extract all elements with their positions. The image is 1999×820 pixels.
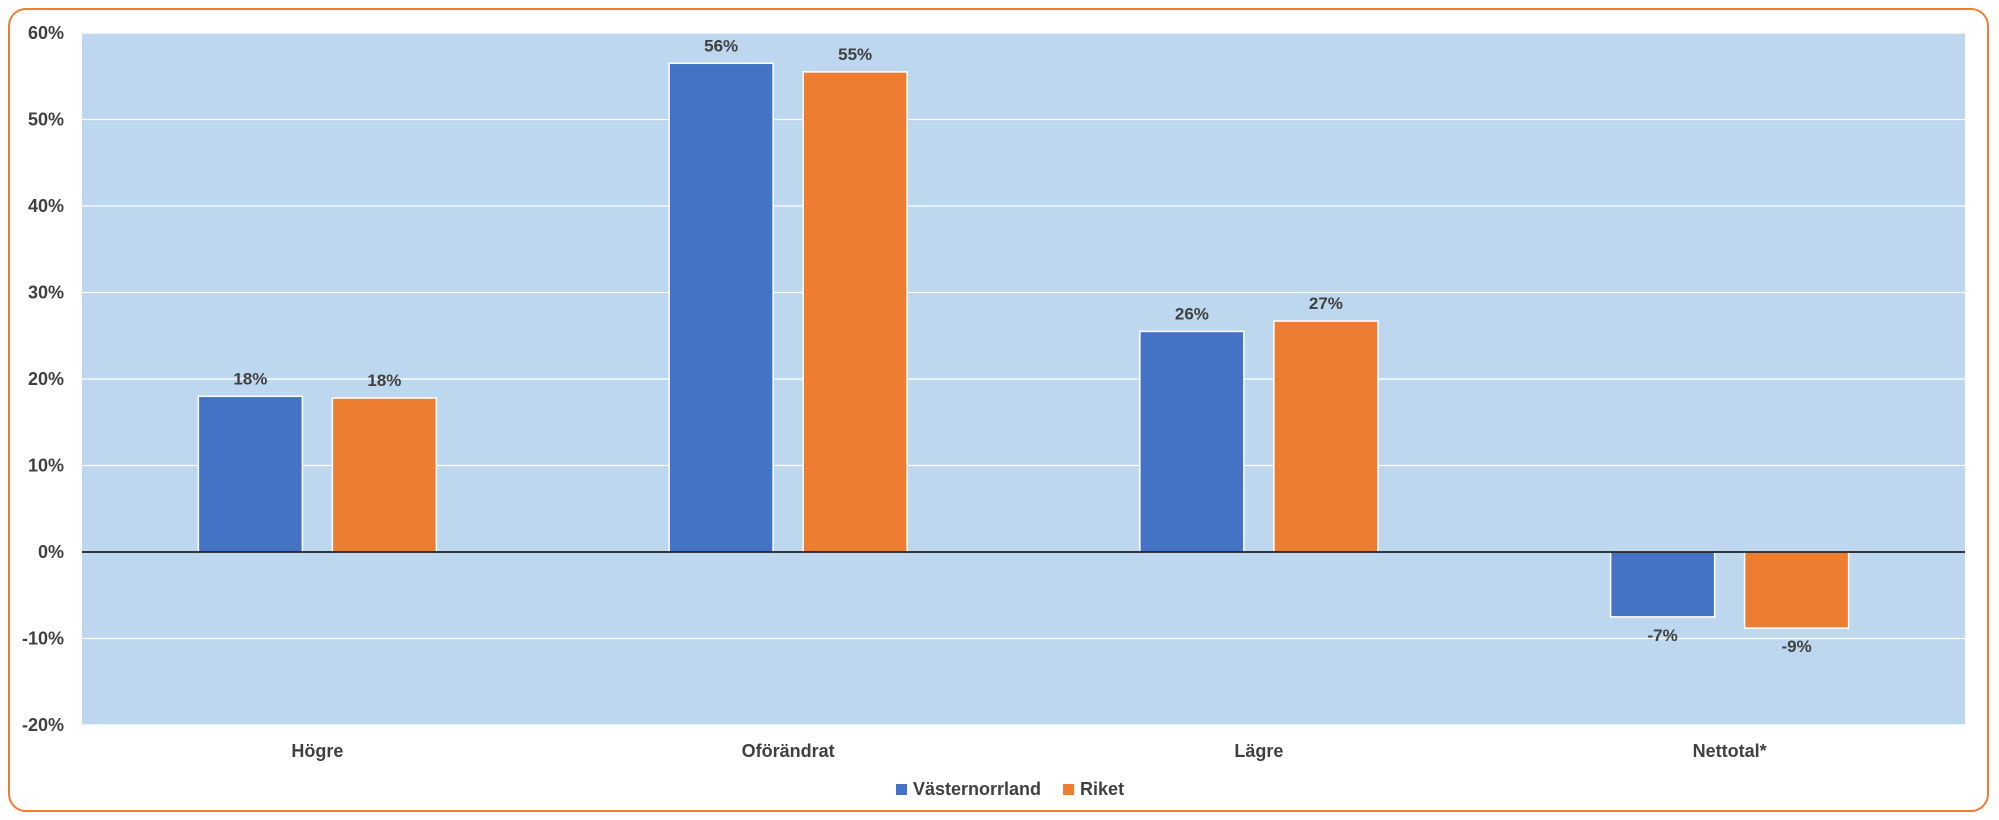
bar — [1743, 551, 1850, 629]
y-tick-label: 20% — [28, 369, 64, 389]
y-tick-label: 0% — [38, 542, 64, 562]
bar — [1139, 330, 1245, 553]
x-category-label: Nettotal* — [1693, 741, 1767, 761]
bar — [668, 62, 774, 553]
y-tick-label: -20% — [22, 715, 64, 735]
y-tick-label: 60% — [28, 23, 64, 43]
x-category-label: Högre — [291, 741, 343, 761]
data-label: -9% — [1782, 637, 1812, 656]
legend-label: Riket — [1080, 779, 1124, 799]
bar — [331, 397, 438, 553]
data-label: 18% — [233, 369, 267, 388]
y-tick-label: 40% — [28, 196, 64, 216]
bar — [1609, 551, 1716, 618]
legend-swatch — [1063, 784, 1075, 795]
y-tick-label: -10% — [22, 629, 64, 649]
legend-label: Västernorrland — [913, 779, 1041, 799]
y-tick-label: 30% — [28, 283, 64, 303]
y-tick-label: 50% — [28, 110, 64, 130]
legend-swatch — [896, 784, 907, 795]
bar — [197, 395, 304, 553]
x-category-label: Oförändrat — [742, 741, 835, 761]
bar — [802, 71, 908, 553]
data-label: 56% — [704, 36, 738, 55]
data-label: 55% — [838, 45, 872, 64]
data-label: 26% — [1175, 304, 1209, 323]
y-tick-label: 10% — [28, 456, 64, 476]
data-label: -7% — [1648, 626, 1678, 645]
data-label: 18% — [367, 371, 401, 390]
data-label: 27% — [1309, 294, 1343, 313]
bar — [1273, 320, 1379, 553]
x-category-label: Lägre — [1234, 741, 1283, 761]
